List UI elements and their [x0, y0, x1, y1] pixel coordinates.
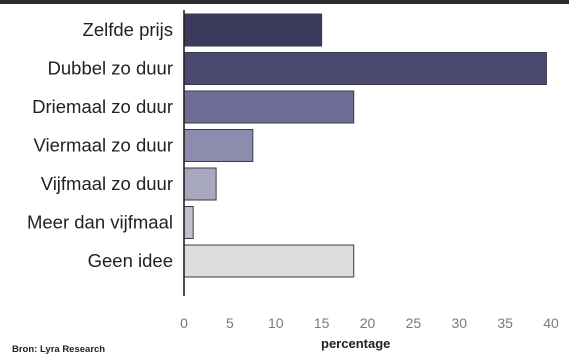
category-label: Dubbel zo duur — [48, 58, 173, 79]
bar — [183, 13, 323, 47]
category-label: Geen idee — [88, 250, 173, 271]
x-tick-labels: 0 5 10 15 20 25 30 35 40 — [180, 315, 559, 331]
x-tick-label: 0 — [180, 315, 188, 331]
category-label: Vijfmaal zo duur — [41, 173, 173, 194]
category-label: Viermaal zo duur — [33, 135, 173, 156]
x-tick-label: 40 — [543, 315, 559, 331]
x-axis-label: percentage — [321, 336, 391, 351]
category-labels: Zelfde prijs Dubbel zo duur Driemaal zo du… — [27, 19, 173, 271]
bar — [183, 244, 355, 278]
category-label: Meer dan vijfmaal — [27, 212, 173, 233]
bars — [183, 13, 547, 278]
bar — [183, 206, 194, 239]
bar — [183, 52, 547, 85]
category-label: Driemaal zo duur — [32, 96, 173, 117]
bar — [183, 167, 217, 201]
x-tick-label: 25 — [406, 315, 422, 331]
bar — [183, 129, 254, 162]
x-tick-label: 30 — [451, 315, 467, 331]
source-note: Bron: Lyra Research — [12, 344, 106, 355]
top-rule — [0, 0, 569, 4]
x-tick-label: 15 — [314, 315, 330, 331]
x-tick-label: 10 — [268, 315, 284, 331]
x-tick-label: 35 — [497, 315, 513, 331]
category-label: Zelfde prijs — [83, 19, 173, 40]
bar — [183, 90, 355, 124]
x-tick-label: 5 — [226, 315, 234, 331]
x-tick-label: 20 — [360, 315, 376, 331]
